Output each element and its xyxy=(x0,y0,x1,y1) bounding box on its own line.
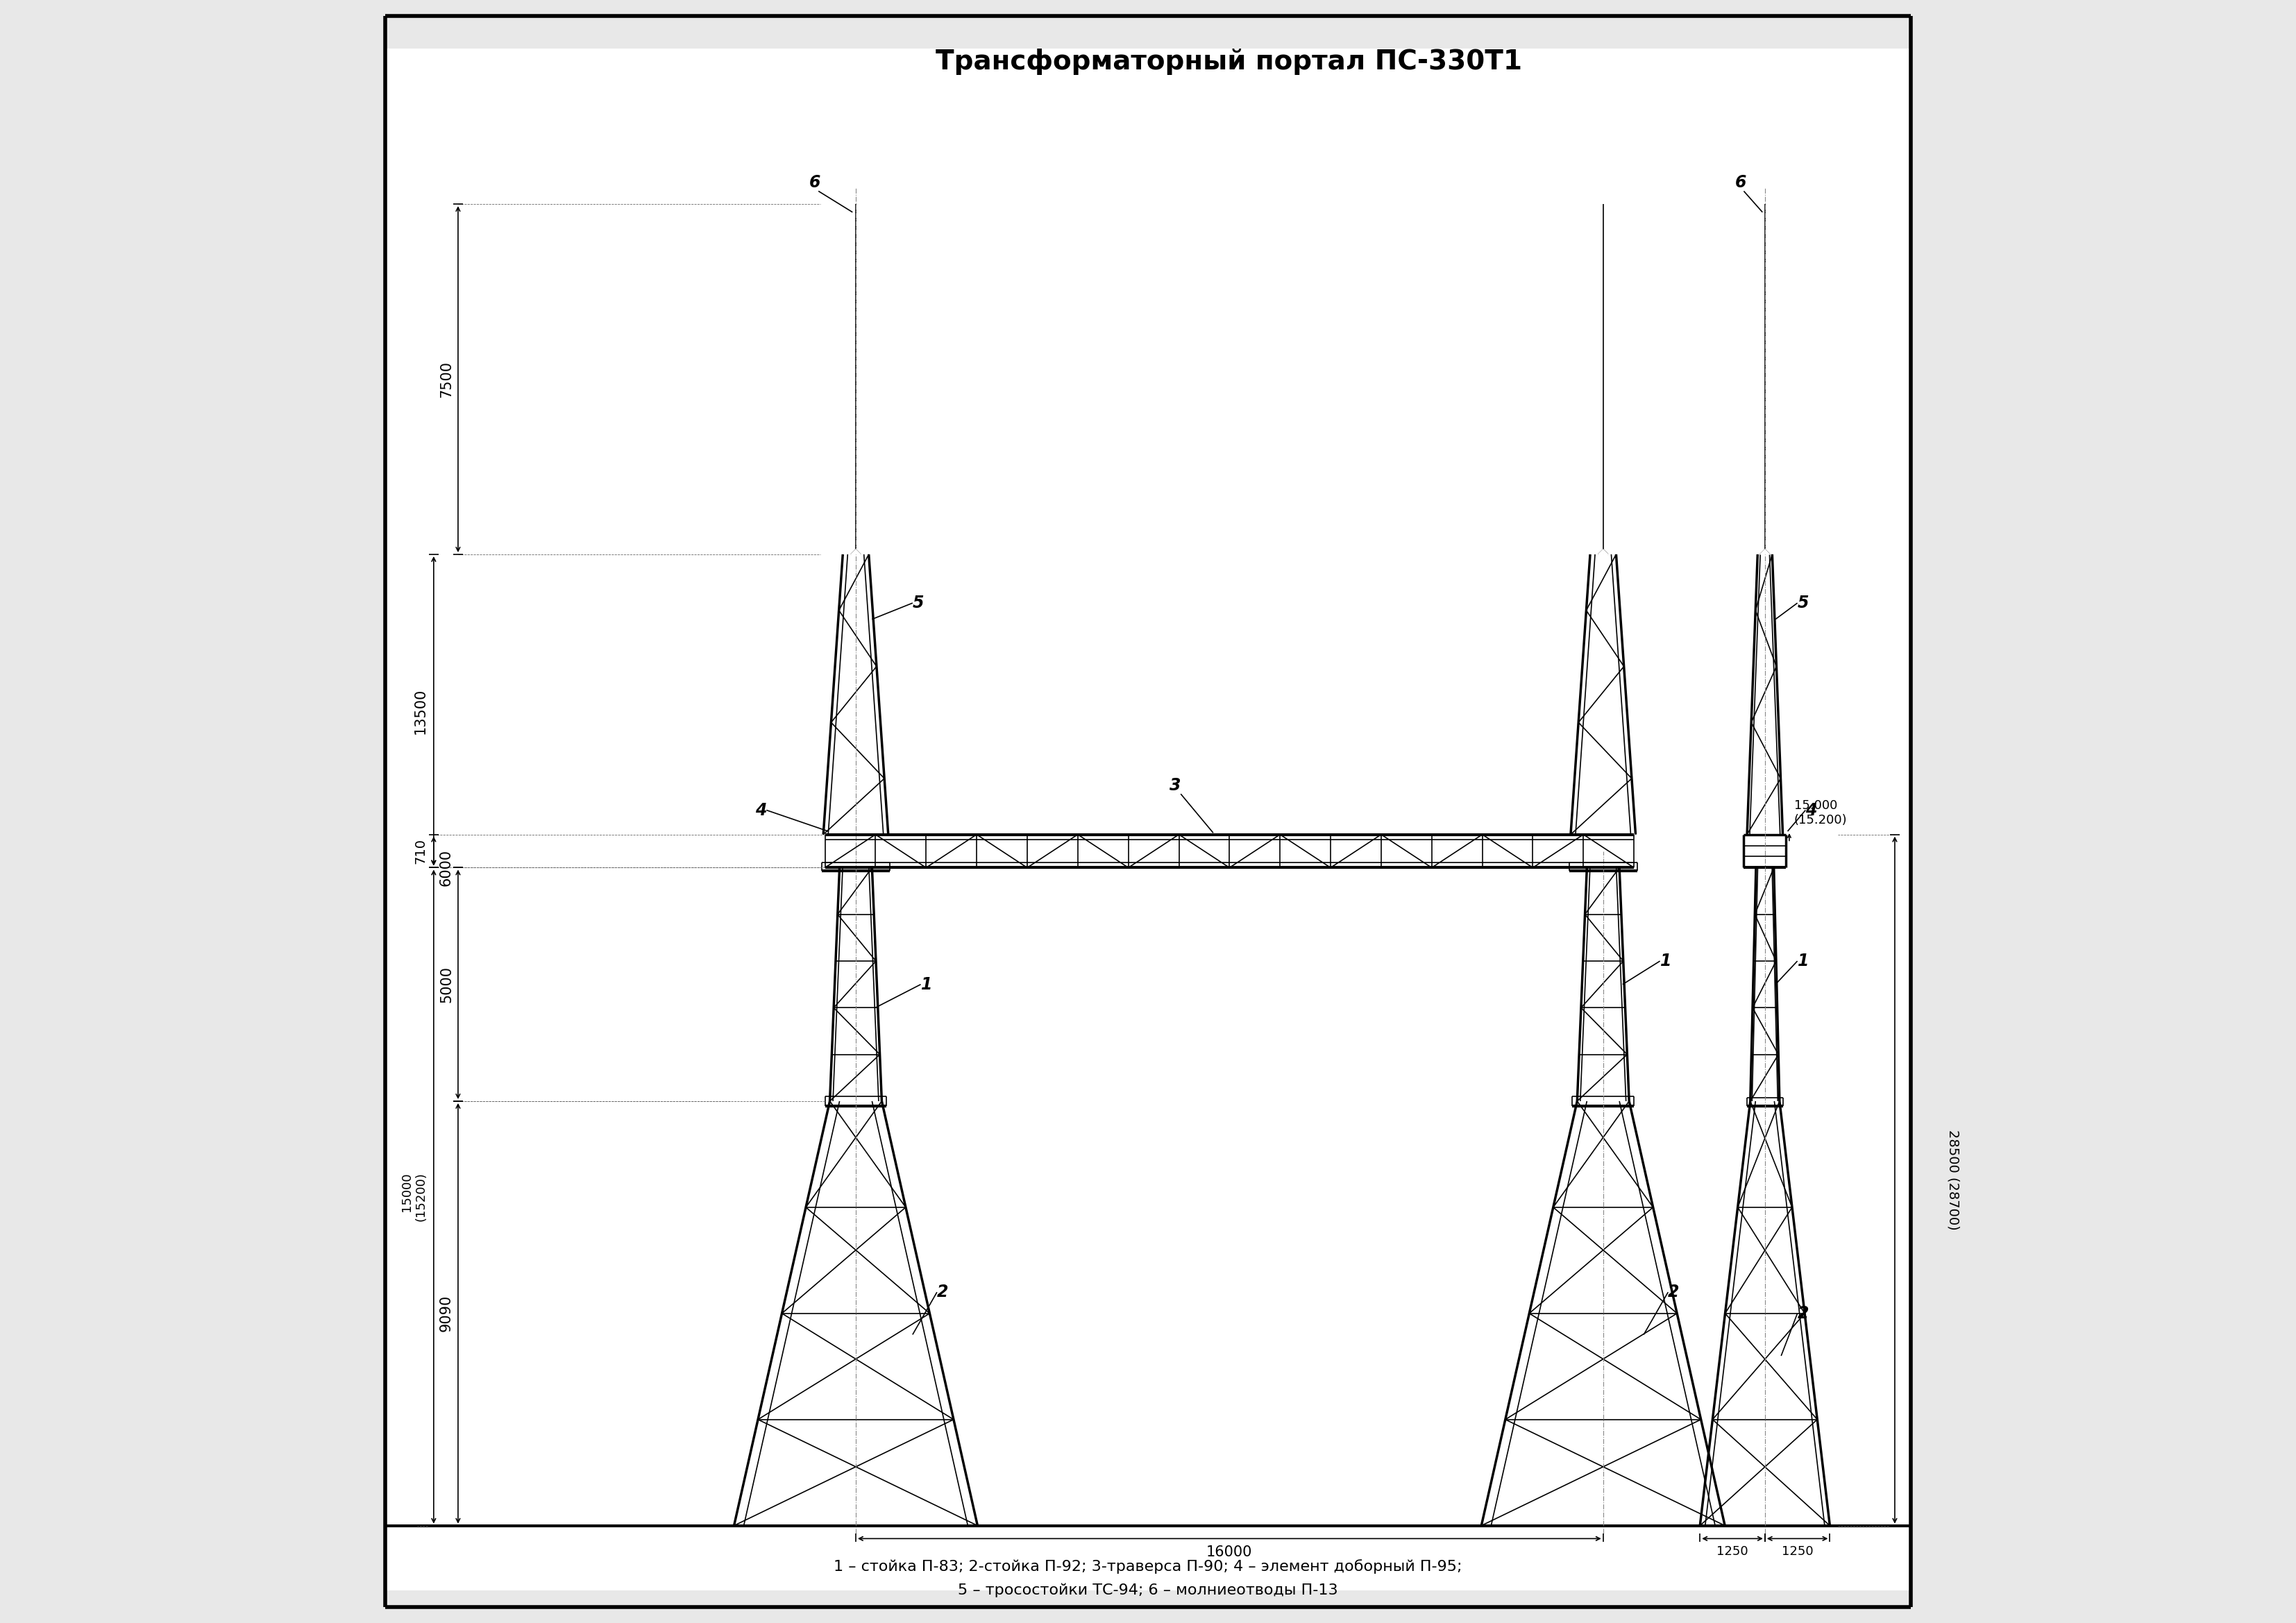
Text: 28500 (28700): 28500 (28700) xyxy=(1947,1130,1961,1230)
Text: 1: 1 xyxy=(921,975,932,993)
Text: 2: 2 xyxy=(937,1284,948,1300)
Text: 5: 5 xyxy=(1798,594,1809,612)
Text: 2: 2 xyxy=(1669,1284,1678,1300)
Text: 3: 3 xyxy=(1169,777,1180,794)
Text: 6: 6 xyxy=(810,174,822,192)
Text: 9090: 9090 xyxy=(439,1295,452,1332)
Text: 1: 1 xyxy=(1798,953,1809,969)
Text: 15000
(15200): 15000 (15200) xyxy=(400,1172,427,1220)
Text: Трансформаторный портал ПС-330Т1: Трансформаторный портал ПС-330Т1 xyxy=(937,49,1522,75)
Text: 710: 710 xyxy=(413,837,427,863)
Polygon shape xyxy=(1598,550,1607,555)
Text: 5: 5 xyxy=(912,594,923,612)
Text: 1 – стойка П-83; 2-стойка П-92; 3-траверса П-90; 4 – элемент доборный П-95;: 1 – стойка П-83; 2-стойка П-92; 3-травер… xyxy=(833,1560,1463,1573)
Text: 16000: 16000 xyxy=(1205,1545,1254,1560)
Text: 15.000
(15.200): 15.000 (15.200) xyxy=(1793,800,1848,826)
Text: 1: 1 xyxy=(1660,953,1671,969)
Text: 6: 6 xyxy=(1736,174,1747,192)
Text: 4: 4 xyxy=(1805,802,1816,818)
Polygon shape xyxy=(852,550,861,555)
Polygon shape xyxy=(1761,550,1770,555)
FancyBboxPatch shape xyxy=(386,49,1910,1591)
Text: 6000: 6000 xyxy=(439,849,452,886)
Text: 13500: 13500 xyxy=(413,688,427,734)
Text: 7500: 7500 xyxy=(439,360,452,398)
Text: 5 – тросостойки ТС-94; 6 – молниеотводы П-13: 5 – тросостойки ТС-94; 6 – молниеотводы … xyxy=(957,1584,1339,1597)
Text: 5000: 5000 xyxy=(439,966,452,1003)
Text: 2: 2 xyxy=(1798,1305,1809,1321)
Text: 1250: 1250 xyxy=(1782,1545,1814,1558)
Text: 1250: 1250 xyxy=(1717,1545,1747,1558)
Text: 4: 4 xyxy=(755,802,767,818)
